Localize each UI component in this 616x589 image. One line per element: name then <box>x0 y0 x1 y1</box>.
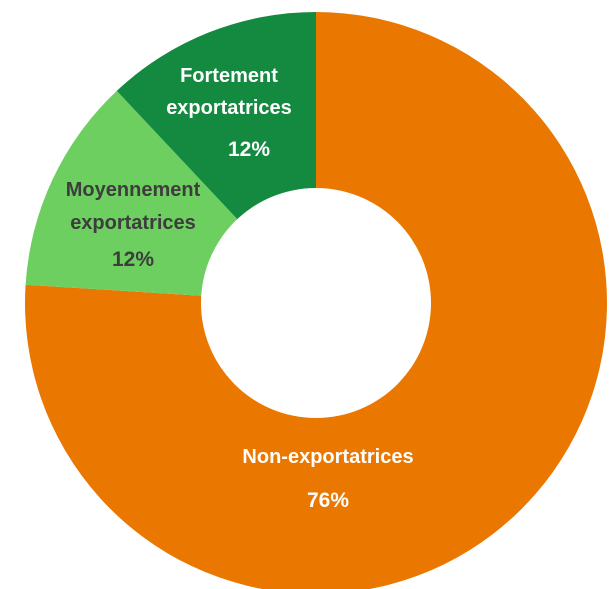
slice-label-moyennement-line1: Moyennement <box>66 179 201 201</box>
slice-label-fortement-line2: exportatrices <box>166 97 292 119</box>
slice-label-moyennement-line2: exportatrices <box>70 212 196 234</box>
donut-hole <box>201 188 431 418</box>
slice-value-moyennement: 12% <box>112 248 154 271</box>
slice-label-fortement-line1: Fortement <box>180 65 278 87</box>
slice-value-fortement: 12% <box>228 138 270 161</box>
slice-label-non-exportatrices: Non-exportatrices <box>242 446 413 468</box>
slice-value-non-exportatrices: 76% <box>307 489 349 512</box>
